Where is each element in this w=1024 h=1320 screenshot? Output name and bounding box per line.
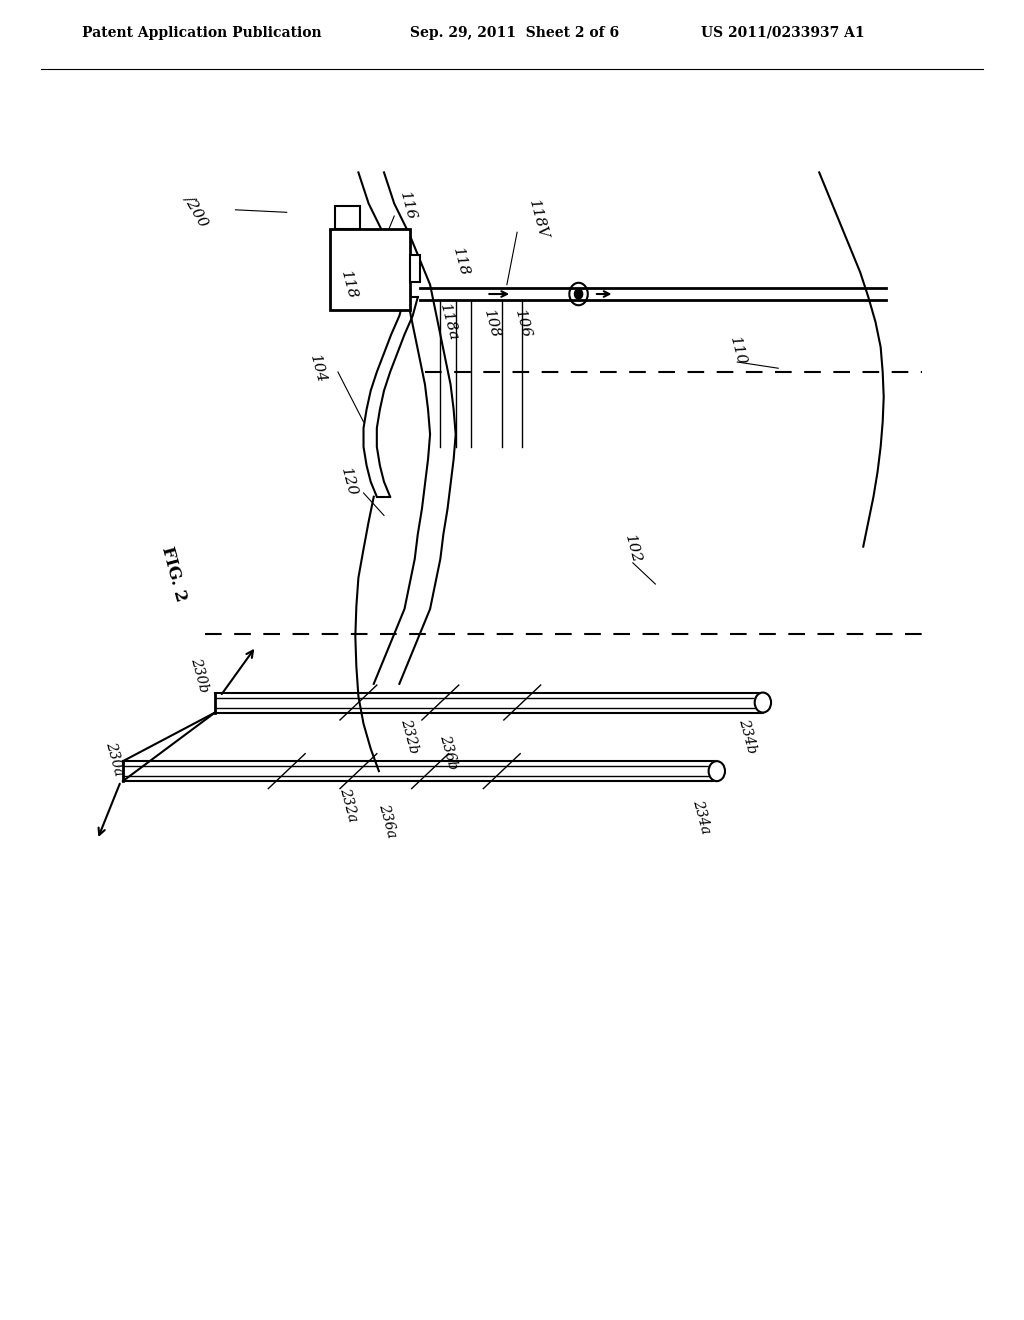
Text: 118: 118 <box>338 269 358 301</box>
Text: 232b: 232b <box>398 717 421 755</box>
Text: 108: 108 <box>481 309 502 341</box>
Text: 102: 102 <box>623 533 643 565</box>
Text: 236b: 236b <box>437 734 460 771</box>
Text: Sep. 29, 2011  Sheet 2 of 6: Sep. 29, 2011 Sheet 2 of 6 <box>410 25 618 40</box>
Text: Patent Application Publication: Patent Application Publication <box>82 25 322 40</box>
Circle shape <box>574 289 583 300</box>
Bar <box>335 206 360 228</box>
Text: 118: 118 <box>451 247 471 279</box>
Text: 106: 106 <box>512 309 532 341</box>
Text: 118a: 118a <box>437 302 460 342</box>
Text: 104: 104 <box>307 354 328 385</box>
Text: 116: 116 <box>397 190 418 222</box>
Text: 230b: 230b <box>188 656 211 694</box>
Text: 234a: 234a <box>690 799 713 836</box>
Bar <box>410 255 420 282</box>
Text: 236a: 236a <box>376 803 398 840</box>
Text: 120: 120 <box>338 466 358 498</box>
Circle shape <box>709 762 725 781</box>
Text: 234b: 234b <box>736 717 759 755</box>
Bar <box>330 228 410 310</box>
Text: 110: 110 <box>727 335 748 367</box>
Text: 232a: 232a <box>337 787 359 824</box>
Circle shape <box>755 693 771 713</box>
Text: US 2011/0233937 A1: US 2011/0233937 A1 <box>701 25 865 40</box>
Text: /200: /200 <box>182 191 211 228</box>
Text: FIG. 2: FIG. 2 <box>159 545 189 603</box>
Text: 230a: 230a <box>103 741 126 777</box>
Text: 118V: 118V <box>525 198 550 242</box>
